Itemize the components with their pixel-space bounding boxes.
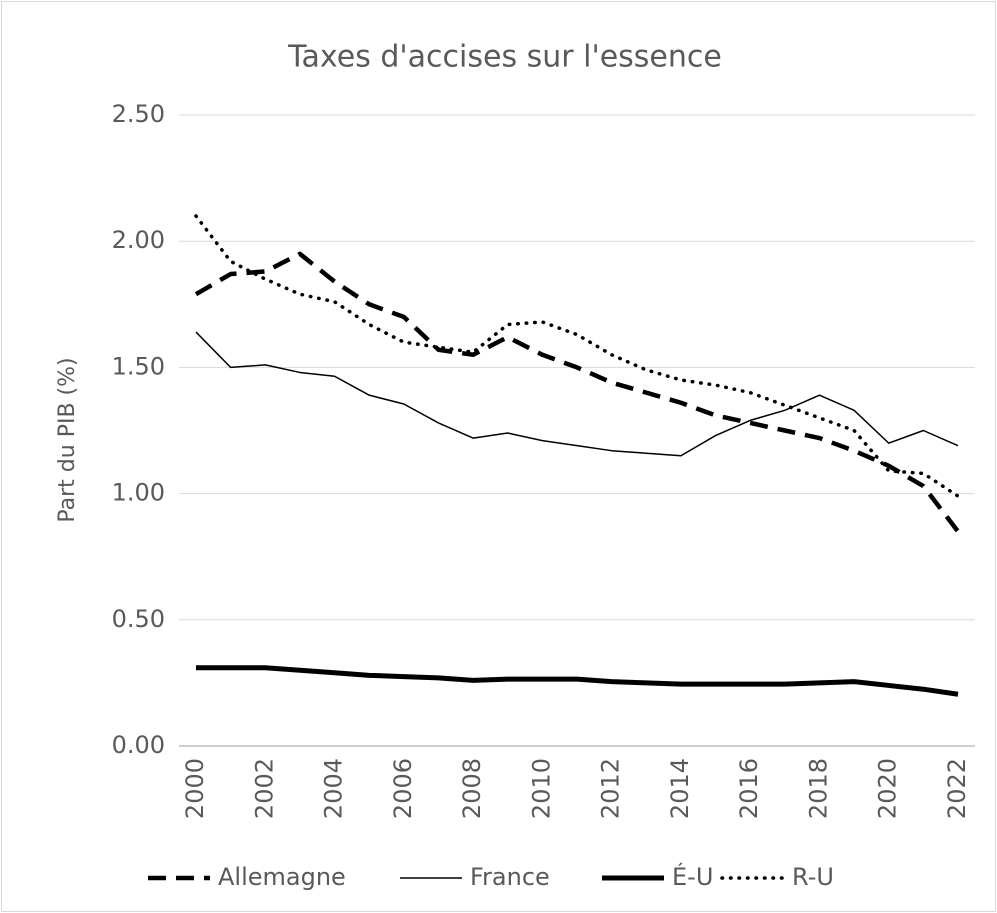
series-line (196, 665, 959, 697)
x-tick-label: 2010 (527, 758, 555, 819)
x-tick-label: 2014 (666, 758, 694, 819)
x-tick-label: 2002 (250, 758, 278, 819)
y-tick-label: 2.00 (112, 226, 165, 254)
series-line (194, 214, 960, 498)
legend-label: France (470, 863, 550, 891)
x-tick-label: 2012 (597, 758, 625, 819)
legend-label: Allemagne (218, 863, 346, 891)
y-tick-label: 1.00 (112, 479, 165, 507)
x-tick-label: 2006 (389, 758, 417, 819)
x-tick-label: 2018 (804, 758, 832, 819)
series-line (195, 331, 959, 457)
x-tick-label: 2008 (458, 758, 486, 819)
y-tick-label: 0.50 (112, 605, 165, 633)
series-line (194, 251, 960, 533)
x-tick-label: 2016 (735, 758, 763, 819)
y-axis-label: Part du PIB (%) (55, 357, 80, 522)
x-tick-label: 2020 (874, 758, 902, 819)
legend-label: R-U (792, 863, 834, 891)
x-tick-label: 2004 (320, 758, 348, 819)
chart-title: Taxes d'accises sur l'essence (287, 40, 722, 75)
x-tick-label: 2022 (943, 758, 971, 819)
y-tick-label: 1.50 (112, 352, 165, 380)
x-tick-label: 2000 (181, 758, 209, 819)
y-tick-label: 2.50 (112, 100, 165, 128)
legend-label: É-U (672, 862, 713, 891)
y-tick-label: 0.00 (112, 731, 165, 759)
